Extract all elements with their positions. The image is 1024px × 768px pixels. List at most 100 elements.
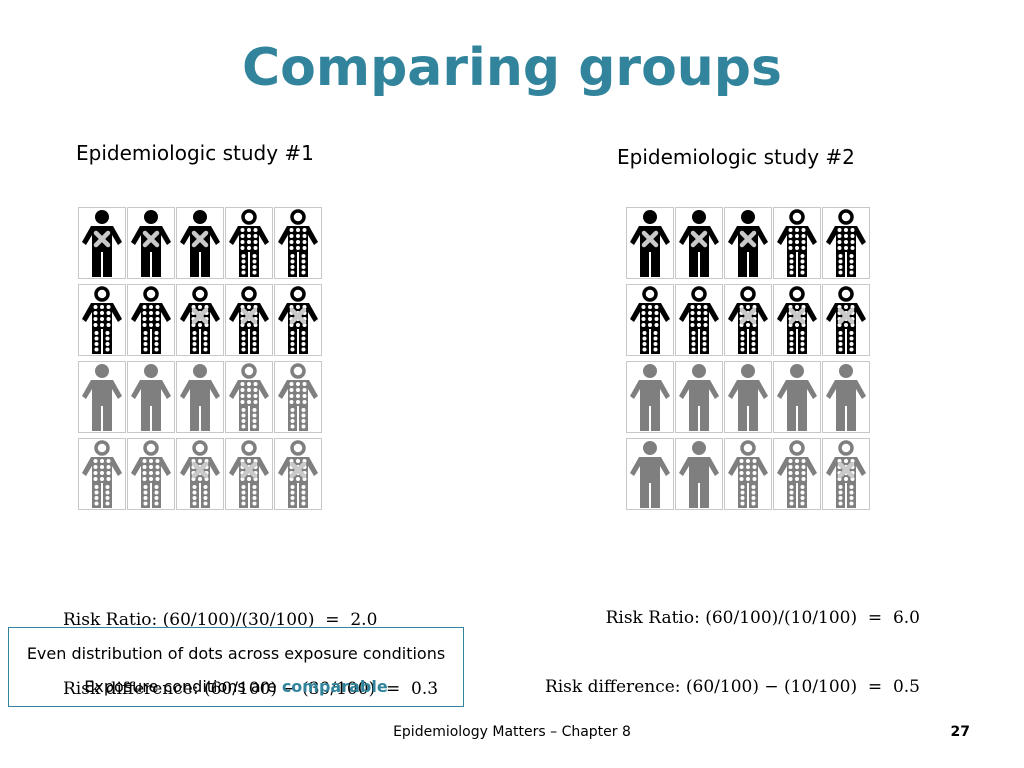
- person-figure: [773, 438, 821, 510]
- study2-row-2: [626, 284, 876, 358]
- person-figure: [724, 438, 772, 510]
- person-figure: [176, 207, 224, 279]
- person-icon: [728, 286, 768, 354]
- x-mark-icon: [289, 307, 307, 325]
- x-mark-icon: [240, 307, 258, 325]
- person-icon: [131, 286, 171, 354]
- person-figure: [274, 438, 322, 510]
- person-figure: [225, 438, 273, 510]
- study1-figure-grid: [78, 207, 328, 515]
- study1-label: Epidemiologic study #1: [76, 141, 314, 165]
- person-figure: [773, 361, 821, 433]
- person-figure: [274, 207, 322, 279]
- study1-row-4: [78, 438, 328, 512]
- person-figure: [127, 361, 175, 433]
- x-mark-icon: [240, 461, 258, 479]
- person-figure: [626, 361, 674, 433]
- person-icon: [131, 440, 171, 508]
- person-figure: [274, 284, 322, 356]
- x-mark-icon: [289, 461, 307, 479]
- study2-risk-difference: Risk difference: (60/100) − (10/100) = 0…: [544, 677, 920, 697]
- x-mark-icon: [93, 230, 111, 248]
- person-figure: [626, 284, 674, 356]
- study2-figure-grid: [626, 207, 876, 515]
- x-mark-icon: [788, 307, 806, 325]
- person-figure: [724, 207, 772, 279]
- study1-risk-ratio: Risk Ratio: (60/100)/(30/100) = 2.0: [63, 610, 378, 630]
- person-figure: [78, 361, 126, 433]
- person-icon: [131, 210, 171, 277]
- person-icon: [777, 440, 817, 508]
- person-icon: [728, 210, 768, 277]
- person-icon: [679, 364, 719, 431]
- person-icon: [131, 364, 171, 431]
- person-icon: [82, 440, 122, 508]
- person-icon: [826, 440, 866, 508]
- x-mark-icon: [641, 230, 659, 248]
- person-icon: [630, 441, 670, 508]
- x-mark-icon: [739, 230, 757, 248]
- study2-row-3: [626, 361, 876, 435]
- study1-risk-difference: Risk difference: (60/100) − (30/100) = 0…: [63, 679, 439, 699]
- x-mark-icon: [191, 307, 209, 325]
- x-mark-icon: [191, 461, 209, 479]
- x-mark-icon: [837, 307, 855, 325]
- person-icon: [679, 286, 719, 354]
- person-icon: [630, 286, 670, 354]
- person-icon: [278, 440, 318, 508]
- conclusion-prefix: Exposure conditions are: [84, 677, 282, 696]
- person-icon: [630, 210, 670, 277]
- study2-row-4: [626, 438, 876, 512]
- x-mark-icon: [191, 230, 209, 248]
- person-icon: [777, 209, 817, 277]
- person-figure: [675, 284, 723, 356]
- study1-row-2: [78, 284, 328, 358]
- person-icon: [826, 286, 866, 354]
- study2-risk-ratio: Risk Ratio: (60/100)/(10/100) = 6.0: [605, 608, 920, 628]
- person-icon: [180, 210, 220, 277]
- person-icon: [180, 286, 220, 354]
- study2-label: Epidemiologic study #2: [617, 145, 855, 169]
- person-icon: [777, 286, 817, 354]
- comparable-highlight: comparable: [281, 677, 388, 696]
- page-number: 27: [950, 724, 970, 740]
- person-figure: [127, 207, 175, 279]
- person-icon: [229, 363, 269, 431]
- person-figure: [724, 284, 772, 356]
- person-icon: [82, 210, 122, 277]
- person-figure: [675, 207, 723, 279]
- person-icon: [777, 364, 817, 431]
- x-mark-icon: [739, 307, 757, 325]
- person-figure: [626, 438, 674, 510]
- person-icon: [278, 363, 318, 431]
- conclusion-line-1: Even distribution of dots across exposur…: [26, 644, 446, 663]
- person-figure: [176, 284, 224, 356]
- conclusion-box: Even distribution of dots across exposur…: [8, 627, 464, 707]
- slide-title: Comparing groups: [242, 38, 782, 98]
- person-icon: [630, 364, 670, 431]
- person-icon: [229, 286, 269, 354]
- person-figure: [822, 361, 870, 433]
- person-figure: [176, 438, 224, 510]
- person-figure: [822, 207, 870, 279]
- study2-formulas: Risk Ratio: (60/100)/(10/100) = 6.0 Risk…: [520, 561, 920, 722]
- person-figure: [724, 361, 772, 433]
- person-icon: [826, 209, 866, 277]
- person-figure: [822, 284, 870, 356]
- person-figure: [822, 438, 870, 510]
- person-figure: [225, 207, 273, 279]
- person-figure: [675, 361, 723, 433]
- person-figure: [78, 207, 126, 279]
- person-icon: [82, 286, 122, 354]
- study1-row-1: [78, 207, 328, 281]
- study1-formulas: Risk Ratio: (60/100)/(30/100) = 2.0 Risk…: [63, 563, 438, 724]
- x-mark-icon: [690, 230, 708, 248]
- person-figure: [176, 361, 224, 433]
- person-figure: [773, 207, 821, 279]
- person-figure: [225, 361, 273, 433]
- person-figure: [773, 284, 821, 356]
- person-figure: [225, 284, 273, 356]
- person-icon: [180, 440, 220, 508]
- person-icon: [826, 364, 866, 431]
- slide-footer: Epidemiology Matters – Chapter 8: [393, 724, 631, 740]
